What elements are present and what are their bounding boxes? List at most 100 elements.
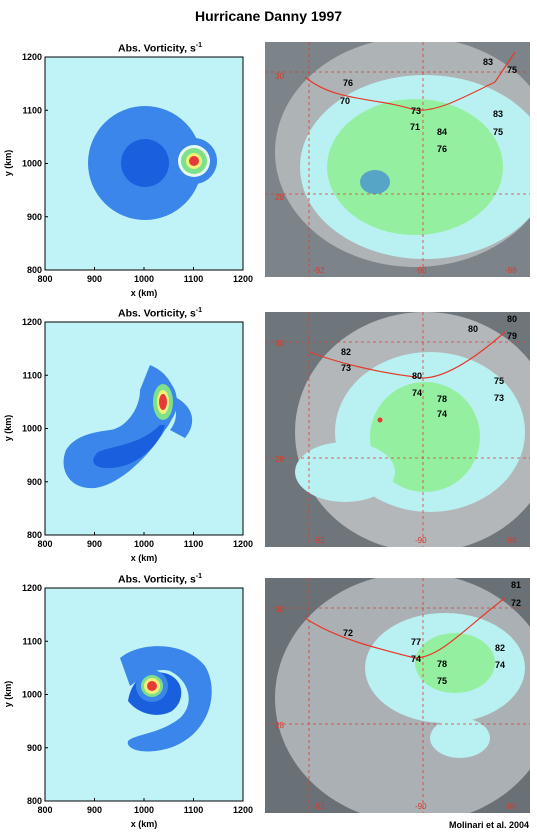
lon-label: -92: [313, 266, 325, 275]
satellite-image-1: 30 28 -92 -90 -88 83 75 76 70 73 71 84 7…: [265, 42, 530, 277]
y-axis-label: y (km): [3, 415, 13, 442]
lat-label: 28: [275, 193, 284, 202]
station-label: 80: [507, 314, 517, 324]
x-tick-label: 800: [37, 539, 52, 549]
panel-title-exponent: -1: [195, 307, 203, 314]
satellite-image-2: 30 28 -92 -90 -88 80 80 79 82 73 80 74 7…: [265, 312, 530, 547]
x-tick-label: 800: [37, 274, 52, 284]
y-tick-label: 1200: [22, 317, 42, 327]
y-tick-label: 1100: [22, 636, 42, 646]
y-axis-label: y (km): [3, 681, 13, 708]
y-tick-label: 800: [27, 265, 42, 275]
station-label: 78: [437, 394, 447, 404]
y-tick-label: 1100: [22, 370, 42, 380]
vortex-red: [147, 681, 157, 691]
vorticity-plot-3: 800 900 1000 1100 1200 800 900 1000 1100 1200 x …: [3, 583, 253, 829]
lat-label: 30: [275, 339, 284, 348]
panel-title-text: Abs. Vorticity, s: [117, 307, 196, 320]
station-label: 77: [411, 637, 421, 647]
station-label: 75: [494, 376, 504, 386]
satellite-image-3: 30 28 -92 -90 -88 81 72 72 77 82 74 78 7…: [265, 578, 530, 813]
panel-title-text: Abs. Vorticity, s: [117, 42, 196, 55]
x-tick-label: 800: [37, 805, 52, 815]
y-axis-ticks: 800 900 1000 1100 1200: [22, 52, 48, 275]
station-label: 83: [493, 109, 503, 119]
y-tick-label: 1000: [22, 424, 42, 434]
station-label: 79: [507, 331, 517, 341]
figure-title: Hurricane Danny 1997: [194, 8, 343, 24]
station-label: 73: [411, 106, 421, 116]
y-tick-label: 900: [27, 212, 42, 222]
small-vortex-red: [189, 156, 199, 166]
vortex-red: [159, 394, 167, 410]
y-axis-label: y (km): [3, 150, 13, 177]
panel-title-3: Abs. Vorticity, s-1: [95, 573, 225, 586]
station-label: 80: [412, 371, 422, 381]
y-tick-label: 900: [27, 477, 42, 487]
x-tick-label: 1100: [184, 539, 204, 549]
station-label: 72: [343, 628, 353, 638]
y-tick-label: 800: [27, 796, 42, 806]
station-label: 76: [437, 144, 447, 154]
lat-label: 30: [275, 72, 284, 81]
station-label: 72: [511, 598, 521, 608]
station-label: 82: [495, 643, 505, 653]
x-tick-label: 900: [87, 274, 102, 284]
vorticity-plot-1: 800 900 1000 1100 1200 800 900 1000 1100 1200 x …: [3, 52, 253, 298]
x-tick-label: 1100: [184, 274, 204, 284]
y-tick-label: 1200: [22, 52, 42, 62]
x-tick-label: 1200: [233, 274, 253, 284]
vortex-outer-spiral: [120, 646, 212, 752]
lon-label: -92: [313, 536, 325, 545]
figure-credit: Molinari et al. 2004: [448, 820, 529, 830]
y-tick-label: 800: [27, 530, 42, 540]
lon-label: -92: [313, 802, 325, 811]
station-label: 75: [493, 127, 503, 137]
panel-title-exponent: -1: [195, 573, 203, 580]
station-label: 84: [437, 127, 447, 137]
station-label: 74: [495, 660, 505, 670]
y-tick-label: 1000: [22, 159, 42, 169]
vortex-core-band: [93, 425, 165, 469]
x-tick-label: 1000: [134, 274, 154, 284]
lon-label: -90: [415, 266, 427, 275]
station-label: 75: [507, 65, 517, 75]
x-tick-label: 1200: [233, 805, 253, 815]
station-label: 74: [437, 409, 447, 419]
station-label: 83: [483, 57, 493, 67]
lat-label: 30: [275, 605, 284, 614]
station-label: 75: [437, 676, 447, 686]
lat-label: 28: [275, 455, 284, 464]
station-label: 74: [411, 654, 421, 664]
station-label: 70: [340, 96, 350, 106]
station-label: 80: [468, 324, 478, 334]
x-axis-ticks: 800 900 1000 1100 1200: [37, 532, 253, 549]
panel-title-2: Abs. Vorticity, s-1: [95, 307, 225, 320]
x-tick-label: 1100: [184, 805, 204, 815]
lon-label: -88: [505, 802, 517, 811]
station-label: 73: [494, 393, 504, 403]
lon-label: -90: [415, 802, 427, 811]
y-axis-ticks: 800 900 1000 1100 1200: [22, 317, 48, 540]
lon-label: -90: [415, 536, 427, 545]
x-axis-label: x (km): [131, 288, 158, 298]
station-label: 81: [511, 580, 521, 590]
panel-title-text: Abs. Vorticity, s: [117, 573, 196, 586]
lon-label: -88: [505, 536, 517, 545]
station-label: 76: [343, 78, 353, 88]
vortex-outer-band: [63, 365, 176, 489]
station-label: 73: [341, 363, 351, 373]
y-tick-label: 900: [27, 743, 42, 753]
y-tick-label: 1000: [22, 690, 42, 700]
y-axis-ticks: 800 900 1000 1100 1200: [22, 583, 48, 806]
vorticity-plot-2: 800 900 1000 1100 1200 800 900 1000 1100 1200 x …: [3, 317, 253, 563]
y-tick-label: 1100: [22, 105, 42, 115]
panel-title-1: Abs. Vorticity, s-1: [95, 42, 225, 55]
x-axis-label: x (km): [131, 819, 158, 829]
station-label: 74: [412, 388, 422, 398]
x-tick-label: 900: [87, 805, 102, 815]
station-label: 82: [341, 347, 351, 357]
x-axis-label: x (km): [131, 553, 158, 563]
x-tick-label: 1000: [134, 539, 154, 549]
panel-title-exponent: -1: [195, 42, 203, 49]
